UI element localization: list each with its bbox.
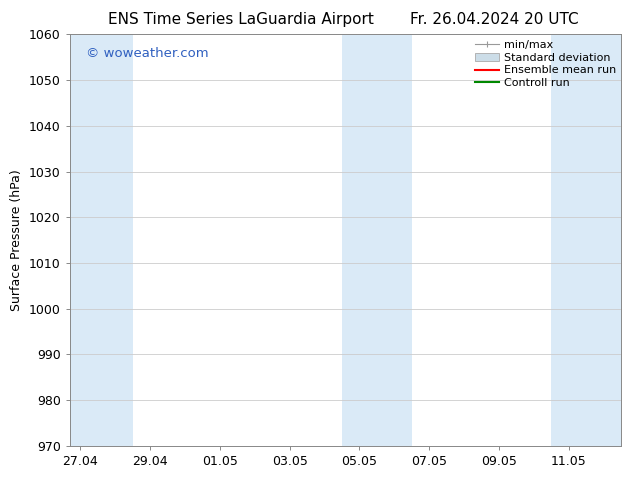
Bar [70, 34, 133, 446]
Text: © woweather.com: © woweather.com [86, 47, 209, 60]
Legend: min/max, Standard deviation, Ensemble mean run, Controll run: min/max, Standard deviation, Ensemble me… [472, 38, 618, 91]
Bar [342, 34, 412, 446]
Text: Fr. 26.04.2024 20 UTC: Fr. 26.04.2024 20 UTC [410, 12, 579, 27]
Text: ENS Time Series LaGuardia Airport: ENS Time Series LaGuardia Airport [108, 12, 374, 27]
Y-axis label: Surface Pressure (hPa): Surface Pressure (hPa) [10, 169, 23, 311]
Bar [552, 34, 621, 446]
